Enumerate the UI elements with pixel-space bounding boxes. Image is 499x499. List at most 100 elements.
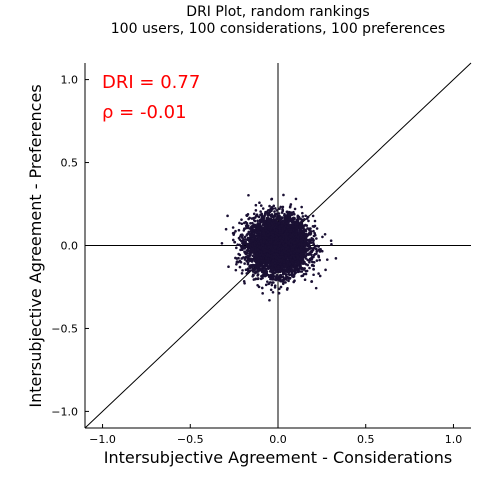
scatter-point bbox=[278, 251, 281, 254]
scatter-point bbox=[235, 246, 238, 250]
scatter-point bbox=[235, 257, 239, 260]
scatter-point bbox=[300, 205, 303, 209]
scatter-point bbox=[300, 274, 303, 278]
scatter-point bbox=[243, 262, 246, 265]
scatter-point bbox=[244, 268, 248, 272]
scatter-point bbox=[295, 251, 299, 255]
scatter-point bbox=[295, 226, 299, 230]
scatter-point bbox=[264, 245, 267, 249]
scatter-point bbox=[270, 283, 274, 287]
scatter-point bbox=[285, 229, 288, 233]
scatter-point bbox=[276, 253, 280, 257]
scatter-point bbox=[244, 224, 248, 228]
scatter-point bbox=[256, 270, 260, 273]
scatter-point bbox=[280, 265, 284, 269]
scatter-point bbox=[311, 248, 315, 251]
scatter-point bbox=[238, 259, 242, 263]
scatter-point bbox=[256, 226, 259, 230]
scatter-point bbox=[285, 288, 289, 291]
scatter-point bbox=[227, 265, 230, 269]
scatter-point bbox=[301, 211, 304, 215]
scatter-point bbox=[281, 229, 284, 233]
scatter-point bbox=[235, 260, 239, 264]
scatter-point bbox=[299, 248, 302, 251]
scatter-point bbox=[290, 248, 293, 252]
scatter-point bbox=[290, 233, 294, 237]
scatter-point bbox=[314, 247, 318, 251]
scatter-point bbox=[252, 273, 255, 277]
scatter-point bbox=[264, 256, 268, 260]
scatter-point bbox=[235, 262, 238, 266]
scatter-point bbox=[274, 214, 277, 218]
scatter-point bbox=[240, 218, 243, 221]
scatter-point bbox=[274, 278, 278, 282]
scatter-point bbox=[281, 208, 285, 212]
scatter-point bbox=[254, 237, 257, 241]
scatter-point bbox=[242, 256, 245, 259]
scatter-point bbox=[262, 222, 265, 225]
scatter-point bbox=[282, 281, 286, 284]
scatter-point bbox=[277, 291, 281, 295]
scatter-point bbox=[294, 271, 298, 274]
scatter-point bbox=[301, 252, 305, 256]
scatter-point bbox=[303, 278, 307, 282]
scatter-point bbox=[267, 219, 271, 223]
scatter-point bbox=[253, 219, 257, 223]
scatter-point bbox=[246, 232, 249, 236]
scatter-point bbox=[293, 244, 296, 248]
scatter-point bbox=[284, 273, 288, 277]
scatter-point bbox=[267, 282, 270, 286]
scatter-point bbox=[247, 269, 251, 272]
scatter-point bbox=[250, 225, 253, 228]
scatter-point bbox=[256, 222, 260, 225]
scatter-point bbox=[239, 235, 242, 238]
scatter-point bbox=[271, 291, 275, 294]
scatter-point bbox=[256, 233, 259, 236]
scatter-point bbox=[244, 245, 248, 249]
scatter-point bbox=[248, 259, 252, 262]
scatter-point bbox=[252, 250, 255, 253]
scatter-point bbox=[251, 238, 255, 242]
scatter-point bbox=[298, 225, 302, 228]
scatter-point bbox=[276, 242, 279, 245]
scatter-point bbox=[264, 236, 268, 240]
scatter-point bbox=[251, 247, 255, 251]
scatter-point bbox=[277, 278, 280, 282]
scatter-point bbox=[253, 259, 257, 263]
scatter-point bbox=[325, 258, 329, 261]
x-axis-label: Intersubjective Agreement - Consideratio… bbox=[104, 448, 452, 467]
scatter-point bbox=[246, 254, 249, 257]
scatter-point bbox=[285, 278, 288, 281]
scatter-point bbox=[278, 229, 282, 232]
scatter-point bbox=[267, 238, 271, 241]
scatter-point bbox=[274, 207, 277, 210]
scatter-point bbox=[258, 265, 261, 268]
scatter-point bbox=[238, 265, 242, 269]
scatter-point bbox=[315, 259, 319, 262]
scatter-point bbox=[268, 226, 271, 229]
scatter-point bbox=[290, 240, 294, 243]
scatter-point bbox=[303, 218, 306, 221]
scatter-point bbox=[312, 273, 315, 277]
scatter-point bbox=[237, 228, 241, 232]
scatter-point bbox=[286, 210, 289, 214]
scatter-point bbox=[232, 233, 235, 236]
scatter-point bbox=[256, 244, 259, 248]
scatter-point bbox=[248, 239, 251, 242]
scatter-point bbox=[271, 233, 275, 237]
scatter-point bbox=[280, 239, 284, 243]
scatter-point bbox=[312, 225, 316, 228]
scatter-point bbox=[295, 230, 299, 233]
scatter-point bbox=[312, 268, 315, 271]
scatter-point bbox=[297, 218, 300, 221]
scatter-point bbox=[292, 228, 295, 232]
scatter-point bbox=[312, 229, 315, 233]
scatter-point bbox=[254, 214, 258, 218]
scatter-point bbox=[256, 262, 259, 265]
scatter-point bbox=[270, 270, 274, 274]
scatter-point bbox=[286, 226, 290, 229]
scatter-point bbox=[271, 225, 275, 228]
y-tick-label: 0.5 bbox=[61, 157, 79, 170]
scatter-point bbox=[252, 212, 256, 216]
scatter-point bbox=[254, 209, 258, 212]
